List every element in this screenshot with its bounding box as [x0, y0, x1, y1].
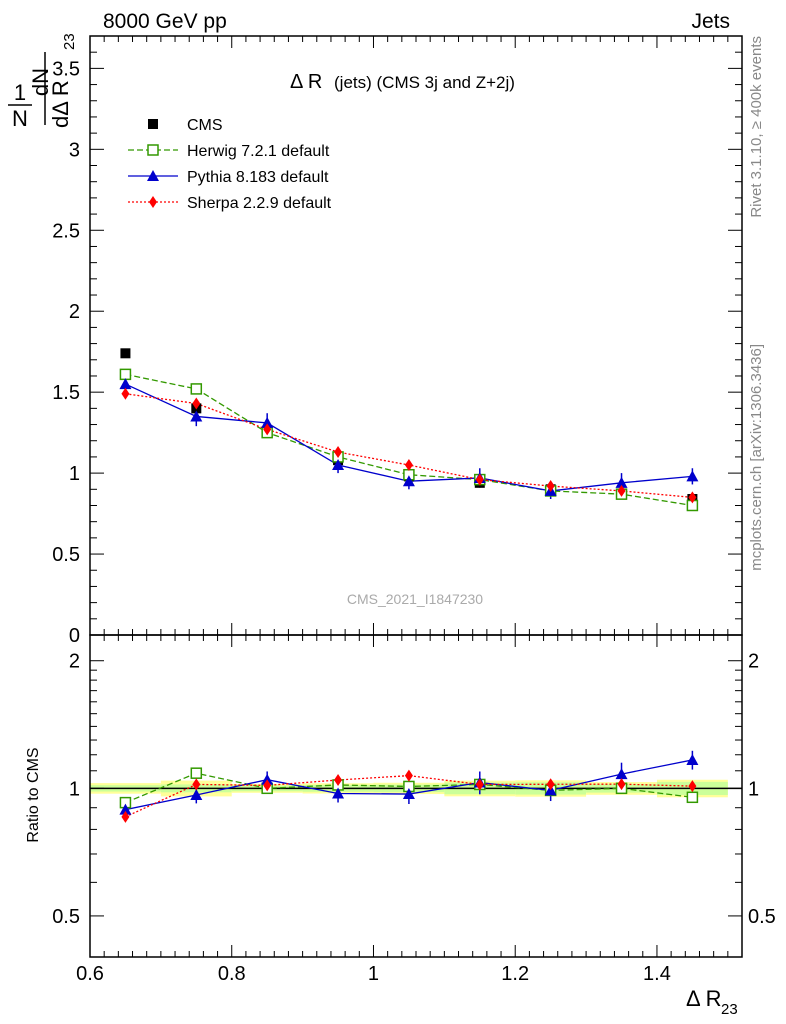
pythia-ratio-point — [332, 787, 345, 799]
legend-label: CMS — [187, 117, 223, 134]
legend-label: Sherpa 2.2.9 default — [187, 195, 332, 212]
sherpa-point — [617, 484, 626, 497]
y-tick-label: 0 — [69, 625, 80, 647]
sherpa-ratio-point — [617, 778, 626, 791]
pythia-ratio-point — [686, 753, 699, 765]
rivet-label: Rivet 3.1.10, ≥ 400k events — [748, 36, 765, 218]
pythia-point — [402, 475, 415, 487]
ylabel-one: 1 — [14, 80, 26, 105]
sherpa-ratio-point — [404, 769, 413, 782]
x-tick-label: 0.8 — [218, 963, 246, 985]
ylabel-sub: 23 — [61, 33, 78, 50]
pythia-point — [332, 459, 345, 471]
sherpa-point — [121, 387, 130, 400]
header-right: Jets — [691, 10, 730, 33]
pythia-point — [686, 470, 699, 482]
ratio-y-tick-label: 1 — [69, 778, 80, 800]
legend-marker — [149, 196, 157, 208]
sherpa-point — [475, 473, 484, 486]
pythia-ratio-point — [615, 768, 628, 780]
ratio-y-tick-label-right: 2 — [748, 651, 759, 673]
ratio-panel — [90, 750, 742, 823]
herwig-line — [125, 373, 693, 507]
pythia-point — [615, 476, 628, 488]
pythia-point — [261, 416, 274, 428]
herwig-ratio-point — [190, 767, 203, 779]
pythia-ratio-point — [119, 803, 132, 815]
sherpa-ratio-point — [688, 780, 697, 793]
pythia-ratio-point — [261, 773, 274, 785]
x-tick-label: 1.4 — [643, 963, 671, 985]
title-main: Δ R — [290, 71, 322, 93]
sherpa-point — [546, 480, 555, 493]
x-axis-label: Δ R 23 — [686, 986, 738, 1018]
ratio-y-tick-label-right: 1 — [748, 778, 759, 800]
pythia-point — [119, 378, 132, 390]
ratio-y-axis-label: Ratio to CMS — [25, 747, 42, 842]
ratio-y-tick-label: 0.5 — [52, 906, 80, 928]
sherpa-ratio-point — [263, 779, 272, 792]
ratio-y-tick-label: 2 — [69, 651, 80, 673]
ratio-y-tick-label-right: 0.5 — [748, 906, 776, 928]
x-tick-label: 1.2 — [501, 963, 529, 985]
legend: CMS Herwig 7.2.1 default Pythia 8.183 defa… — [128, 117, 332, 212]
chart-title: Δ R (jets) (CMS 3j and Z+2j) — [290, 71, 515, 93]
sherpa-point — [404, 459, 413, 472]
ylabel-dn: dN — [28, 68, 53, 96]
y-tick-label: 1 — [69, 463, 80, 485]
legend-marker — [147, 144, 159, 156]
sherpa-ratio-point — [334, 773, 343, 786]
sherpa-point — [688, 491, 697, 504]
header-left: 8000 GeV pp — [103, 10, 227, 33]
cms-point — [120, 348, 131, 359]
xlabel-sub: 23 — [721, 1001, 738, 1018]
analysis-watermark: CMS_2021_I1847230 — [347, 591, 483, 607]
legend-marker — [147, 170, 159, 181]
ylabel-d-delta-r: dΔ R — [48, 80, 73, 128]
y-tick-label: 3.5 — [52, 58, 80, 80]
legend-entry: Herwig 7.2.1 default — [128, 143, 330, 160]
pythia-ratio-point — [190, 789, 203, 801]
legend-label: Herwig 7.2.1 default — [187, 143, 330, 160]
sherpa-point — [334, 446, 343, 459]
x-tick-label: 1 — [368, 963, 379, 985]
axes: 0.6 0.8 1 1.2 1.4 0 0.5 1 1.5 2 2.5 3 3.5 0.5 0.5 1 1 2 2 — [52, 35, 776, 985]
ylabel-n: N — [12, 106, 28, 131]
sherpa-point — [263, 423, 272, 436]
title-sub: (jets) (CMS 3j and Z+2j) — [334, 73, 515, 92]
herwig-point — [119, 368, 132, 381]
legend-entry: Pythia 8.183 default — [128, 169, 329, 186]
x-tick-label: 0.6 — [76, 963, 104, 985]
y-tick-label: 0.5 — [52, 544, 80, 566]
sherpa-ratio-point — [475, 778, 484, 791]
xlabel-main: Δ R — [686, 986, 721, 1011]
herwig-point — [190, 383, 203, 395]
legend-entry: CMS — [148, 117, 223, 134]
y-tick-label: 3 — [69, 139, 80, 161]
sherpa-ratio-point — [546, 778, 555, 791]
y-axis-label: 1 N dN dΔ R 23 — [8, 33, 78, 131]
sherpa-ratio-point — [121, 810, 130, 823]
mcplots-label: mcplots.cern.ch [arXiv:1306.3436] — [748, 344, 765, 571]
legend-entry: Sherpa 2.2.9 default — [128, 195, 332, 212]
main-panel — [119, 348, 699, 512]
y-tick-label: 2 — [69, 301, 80, 323]
sherpa-point — [192, 397, 201, 410]
herwig-ratio-point — [686, 791, 699, 804]
y-tick-label: 1.5 — [52, 382, 80, 404]
legend-label: Pythia 8.183 default — [187, 169, 329, 186]
pythia-ratio-point — [402, 788, 415, 800]
y-tick-label: 2.5 — [52, 220, 80, 242]
pythia-point — [190, 410, 203, 422]
sherpa-ratio-line — [125, 774, 693, 818]
legend-marker — [148, 119, 158, 129]
sherpa-ratio-point — [192, 778, 201, 791]
